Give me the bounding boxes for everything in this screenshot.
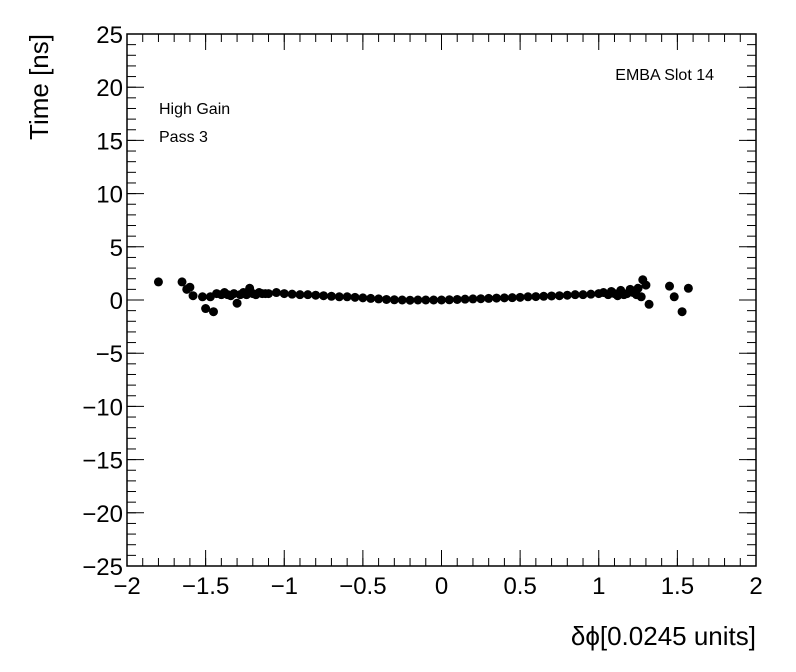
- data-point: [287, 289, 297, 299]
- x-axis-title: δϕ[0.0245 units]: [571, 621, 756, 651]
- annotation-gain: High Gain: [159, 101, 230, 118]
- data-point: [683, 283, 693, 293]
- data-point: [342, 292, 352, 302]
- annotation-pass: Pass 3: [159, 129, 208, 146]
- data-point: [311, 290, 321, 300]
- y-tick-label: 15: [96, 128, 123, 155]
- data-point: [429, 295, 439, 305]
- data-point: [636, 292, 646, 302]
- data-point: [279, 289, 289, 299]
- data-point: [460, 294, 470, 304]
- data-point: [374, 294, 384, 304]
- data-point: [334, 292, 344, 302]
- data-point: [515, 292, 525, 302]
- data-point: [452, 294, 462, 304]
- data-point: [185, 282, 195, 292]
- data-point: [303, 290, 313, 300]
- x-tick-label: −1: [271, 573, 298, 600]
- data-point: [669, 292, 679, 302]
- y-tick-label: 0: [110, 288, 123, 315]
- data-point: [499, 293, 509, 303]
- x-tick-label: −1.5: [182, 573, 229, 600]
- y-tick-label: 20: [96, 75, 123, 102]
- data-point: [476, 294, 486, 304]
- y-tick-label: −15: [82, 448, 123, 475]
- y-tick-label: −25: [82, 554, 123, 581]
- x-tick-label: 1.5: [661, 573, 694, 600]
- x-tick-label: −2: [113, 573, 140, 600]
- data-point: [264, 289, 274, 299]
- y-tick-label: −5: [96, 341, 123, 368]
- y-tick-label: −20: [82, 501, 123, 528]
- axis-ticks: [126, 33, 757, 567]
- data-point: [578, 290, 588, 300]
- data-point: [397, 295, 407, 305]
- y-tick-label: 25: [96, 22, 123, 49]
- x-tick-label: 0: [435, 573, 448, 600]
- data-point: [644, 299, 654, 309]
- y-tick-label: 5: [110, 235, 123, 262]
- x-tick-label: 1: [592, 573, 605, 600]
- data-point: [523, 292, 533, 302]
- x-tick-label: 0.5: [503, 573, 536, 600]
- data-point: [677, 307, 687, 317]
- data-point: [492, 293, 502, 303]
- data-point: [437, 295, 446, 305]
- data-point: [405, 295, 415, 305]
- axis-tick-labels: −2 −1.5 −1 −0.5 0 0.5 1 1.5 2 25 20 15 10 5 0 −5 −10 −15 −…: [82, 22, 762, 600]
- data-point: [389, 295, 399, 305]
- data-point: [177, 277, 187, 287]
- y-tick-label: −10: [82, 394, 123, 421]
- data-point: [295, 290, 305, 300]
- data-point: [153, 277, 163, 287]
- data-point: [201, 304, 211, 314]
- data-point: [507, 293, 517, 303]
- data-point: [197, 292, 207, 302]
- data-point: [350, 292, 360, 302]
- y-axis-title: Time [ns]: [24, 34, 54, 140]
- y-tick-label: 10: [96, 182, 123, 209]
- data-point: [641, 280, 651, 290]
- data-point: [271, 288, 281, 298]
- x-tick-label: −0.5: [339, 573, 386, 600]
- data-point: [232, 298, 242, 308]
- data-point: [562, 290, 572, 300]
- data-point: [468, 294, 478, 304]
- data-point: [358, 293, 368, 303]
- data-points: [153, 275, 693, 317]
- data-point: [421, 295, 431, 305]
- data-point: [665, 281, 675, 291]
- data-point: [381, 294, 391, 304]
- data-point: [484, 293, 494, 303]
- data-point: [570, 290, 580, 300]
- data-point: [554, 291, 564, 301]
- data-point: [413, 295, 423, 305]
- annotation-module: EMBA Slot 14: [615, 67, 714, 84]
- data-point: [444, 295, 454, 305]
- data-point: [208, 307, 218, 317]
- data-point: [586, 289, 596, 299]
- data-point: [326, 291, 336, 301]
- data-point: [366, 293, 376, 303]
- data-point: [633, 283, 643, 293]
- data-point: [188, 291, 198, 301]
- data-point: [547, 291, 557, 301]
- data-point: [531, 292, 541, 302]
- x-tick-label: 2: [749, 573, 762, 600]
- data-point: [539, 291, 549, 301]
- data-point: [319, 291, 329, 301]
